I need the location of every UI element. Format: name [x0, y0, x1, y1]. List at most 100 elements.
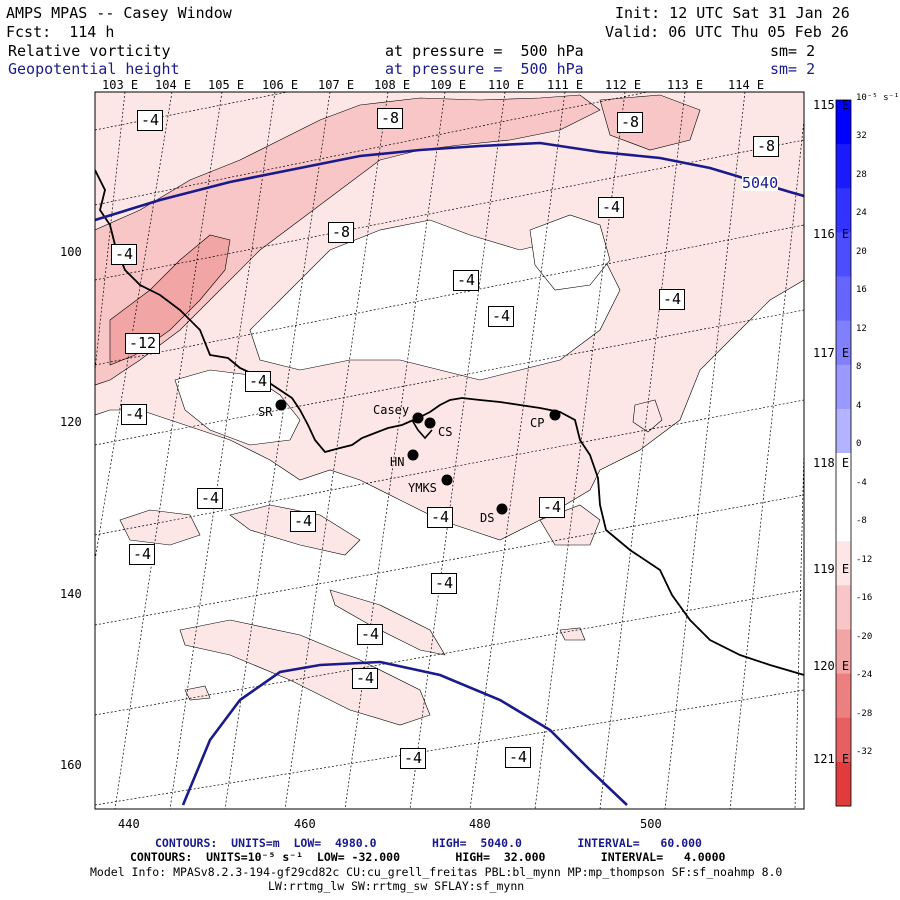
init-time: Init: 12 UTC Sat 31 Jan 26	[615, 4, 850, 22]
y-tick: 140	[60, 587, 82, 601]
colorbar-swatch	[836, 673, 851, 719]
colorbar-tick-label: 8	[856, 362, 862, 372]
vorticity-label: -4	[427, 507, 454, 528]
lon-label: 112 E	[605, 78, 642, 92]
lon-label: 103 E	[102, 78, 139, 92]
colorbar-tick-label: -20	[856, 631, 873, 642]
forecast-hour: Fcst: 114 h	[6, 23, 115, 41]
vorticity-label: -4	[431, 573, 458, 594]
lon-label: 111 E	[547, 78, 584, 92]
vorticity-label: -4	[453, 270, 480, 291]
vorticity-blob-8	[184, 685, 211, 701]
x-tick: 440	[118, 817, 140, 831]
station-label-casey: Casey	[373, 403, 410, 417]
vorticity-fill-mid-1	[95, 94, 601, 386]
x-tick: 500	[640, 817, 662, 831]
height-contour-south	[181, 660, 628, 806]
vorticity-label: -8	[617, 112, 644, 133]
colorbar-swatch	[836, 585, 851, 630]
vorticity-label: -4	[290, 511, 317, 532]
station-label-sr: SR	[258, 405, 273, 419]
vorticity-hole-1	[249, 219, 621, 381]
colorbar-tick-label: -8	[856, 516, 867, 526]
colorbar-tick-label: -32	[856, 747, 873, 757]
lon-label: 109 E	[430, 78, 467, 92]
colorbar-tick-label: 16	[856, 285, 867, 295]
field1-name: Relative vorticity	[8, 42, 171, 60]
lon-label: 104 E	[155, 78, 192, 92]
vorticity-blob-3	[329, 589, 446, 656]
lon-label: 105 E	[208, 78, 245, 92]
vorticity-label: -4	[352, 668, 379, 689]
colorbar-tick-label: -24	[856, 670, 873, 680]
vorticity-label: -4	[400, 748, 427, 769]
lon-label-right: 120 E	[813, 659, 850, 673]
colorbar-swatch	[836, 629, 851, 675]
x-tick: 480	[469, 817, 491, 831]
vorticity-label: -8	[328, 222, 355, 243]
colorbar-swatch	[836, 232, 851, 277]
vorticity-label: -4	[129, 544, 156, 565]
field2-level: at pressure = 500 hPa	[385, 60, 584, 78]
colorbar-swatch	[836, 497, 851, 542]
vorticity-fill-strong	[109, 234, 231, 366]
lon-label-right: 115 E	[813, 98, 850, 112]
vorticity-label: -12	[125, 333, 161, 354]
station-marker-casey	[412, 412, 424, 424]
model-title: AMPS MPAS -- Casey Window	[6, 4, 232, 22]
colorbar-fills	[836, 100, 851, 807]
colorbar-tick-label: -12	[856, 554, 873, 565]
lon-label-right: 116 E	[813, 227, 850, 241]
x-tick: 460	[294, 817, 316, 831]
colorbar-swatch	[836, 320, 851, 366]
lon-label: 110 E	[488, 78, 525, 92]
field2-name: Geopotential height	[8, 60, 180, 78]
vorticity-label: -4	[505, 747, 532, 768]
station-label-hn: HN	[390, 455, 405, 469]
vorticity-label: -4	[598, 197, 625, 218]
colorbar-swatch	[836, 408, 851, 454]
vorticity-blob-6	[632, 399, 663, 433]
colorbar-tick-label: -28	[856, 708, 873, 719]
lon-label: 106 E	[262, 78, 299, 92]
coastline	[95, 169, 804, 676]
lon-label-right: 121 E	[813, 752, 850, 766]
station-label-ds: DS	[480, 511, 495, 525]
colorbar-tick-label: -16	[856, 593, 873, 603]
contour-info-vorticity: CONTOURS: UNITS=10⁻⁵ s⁻¹ LOW= -32.000 HI…	[130, 850, 726, 864]
colorbar-tick-label: 4	[856, 400, 862, 411]
colorbar-tick-label: -4	[856, 477, 867, 488]
colorbar-swatch	[836, 188, 851, 233]
lon-label: 113 E	[667, 78, 704, 92]
colorbar-swatch	[836, 364, 851, 410]
vorticity-label: -4	[111, 244, 138, 265]
vorticity-label: -4	[488, 306, 515, 327]
vorticity-label: -8	[753, 136, 780, 157]
colorbar-tick-label: 12	[856, 323, 867, 334]
colorbar-swatch	[836, 144, 851, 189]
lon-label: 114 E	[728, 78, 765, 92]
vorticity-label: -4	[539, 497, 566, 518]
colorbar-tick-label: 28	[856, 169, 867, 180]
y-tick: 120	[60, 415, 82, 429]
casey-peninsula	[411, 419, 433, 440]
colorbar-swatch	[836, 100, 851, 145]
vorticity-blob-4	[179, 619, 431, 726]
lon-label-right: 119 E	[813, 562, 850, 576]
colorbar-tick-label: 20	[856, 246, 867, 257]
station-marker-cs	[424, 417, 436, 429]
colorbar-swatch	[836, 453, 851, 498]
colorbar-swatch	[836, 761, 851, 807]
vorticity-hole-2	[529, 214, 611, 291]
station-label-ymks: YMKS	[408, 481, 437, 495]
station-marker-sr	[275, 399, 287, 411]
station-marker-hn	[407, 449, 419, 461]
colorbar-units: 10⁻⁵ s⁻¹	[856, 93, 900, 103]
station-label-cs: CS	[438, 425, 453, 439]
colorbar-swatch	[836, 541, 851, 586]
colorbar-tick-label: 32	[856, 131, 867, 141]
latitude-graticule	[95, 92, 804, 806]
field1-level: at pressure = 500 hPa	[385, 42, 584, 60]
station-marker-ds	[496, 503, 508, 515]
